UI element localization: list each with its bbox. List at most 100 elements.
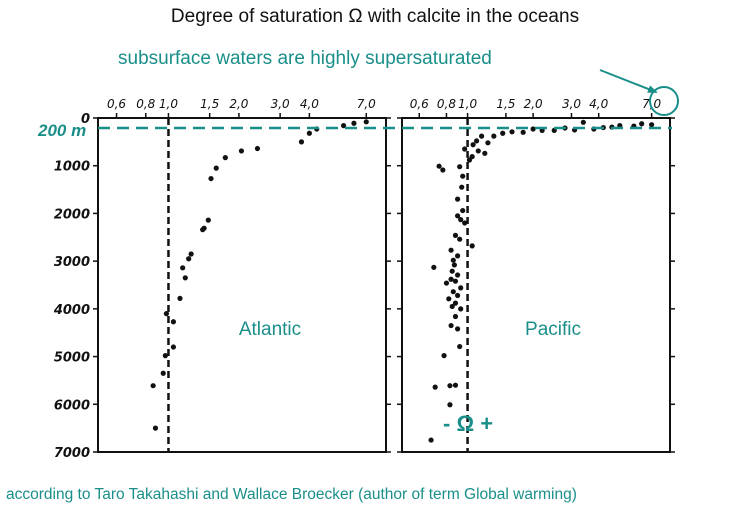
data-point [432,384,438,390]
data-point [500,130,506,136]
data-point [460,207,466,214]
y-tick-label: 7000 [54,446,90,461]
data-point [473,138,480,144]
footer-credit: according to Taro Takahashi and Wallace … [6,486,577,503]
data-point [457,236,463,242]
data-point [455,253,461,259]
data-point [431,264,437,270]
data-point [448,322,454,329]
x-tick-label: 1,0 [458,97,477,111]
data-point [479,133,485,139]
data-point [441,353,447,359]
data-point [457,343,463,350]
data-point [208,175,214,182]
x-tick-label: 0,6 [410,97,429,111]
panel-atlantic: 0,6 0,8 1,0 1,5 2,0 3,0 4,0 7,0 0 1000 2000 3000 400… [53,97,391,461]
data-point [449,303,455,310]
data-point [458,217,464,223]
data-point [459,184,465,190]
data-point [254,145,261,152]
data-point [649,122,655,128]
data-point [451,262,457,268]
panel-pacific: 0,6 0,8 1,0 1,5 2,0 3,0 4,0 7,0 Pacific [397,97,675,453]
omega-marker: - Ω + [443,411,493,436]
data-point [180,265,186,271]
panel-label: Pacific [525,319,581,340]
data-point [452,278,459,284]
data-point [446,296,452,302]
data-point [452,382,459,388]
data-point [470,142,476,148]
panel-label: Atlantic [239,319,301,340]
panel-frame [97,117,387,453]
y-tick-label: 1000 [54,160,90,175]
data-point [482,150,488,156]
data-point [436,163,442,169]
panel-frame [401,117,671,453]
data-point [170,319,177,325]
data-point [580,119,586,125]
callout-text: subsurface waters are highly supersatura… [118,48,492,69]
data-point [205,217,211,223]
callout-arrow [599,69,658,93]
x-tick-label: 0,8 [437,97,456,111]
x-tick-label: 3,0 [562,97,581,111]
data-point [340,123,347,129]
data-point [530,126,536,132]
chart-title: Degree of saturation Ω with calcite in t… [170,6,580,27]
data-point [200,227,206,233]
data-point [452,232,459,238]
data-point [222,155,228,161]
x-tick-label: 0,6 [107,97,126,111]
data-point [170,344,177,350]
data-point [450,289,456,295]
data-point [163,311,170,317]
data-point [475,148,481,154]
data-point [306,130,312,136]
x-tick-label: 1,5 [496,97,515,111]
data-point [177,295,183,301]
data-point [440,167,446,173]
data-point [462,146,468,152]
x-tick-label: 4,0 [589,97,608,111]
data-point [491,133,497,139]
data-point [186,256,192,262]
data-point [452,313,459,320]
data-point [469,243,475,249]
data-point [455,326,461,332]
data-point [460,173,466,179]
data-point [152,425,159,431]
x-tick-label: 4,0 [300,97,319,111]
data-point [457,164,463,170]
data-point [447,383,453,389]
data-point [188,251,194,257]
data-point [509,129,515,135]
data-point [443,280,450,286]
x-tick-label: 7,0 [357,97,376,111]
data-point [458,306,464,312]
data-point [447,402,453,408]
x-tick-label: 7,0 [642,97,661,111]
reference-line-label: 200 m [37,121,86,140]
data-point [448,276,454,282]
y-tick-label: 3000 [54,255,90,270]
data-point [455,196,461,202]
data-point [162,353,168,359]
data-point [455,213,461,219]
data-point [452,300,459,306]
data-point [213,165,219,171]
data-point [466,157,473,163]
x-tick-label: 0,8 [136,97,155,111]
data-point [485,140,491,146]
data-point [455,292,461,299]
data-point [450,257,456,263]
y-tick-label: 5000 [54,351,90,366]
data-point [351,120,357,126]
x-tick-label: 1,5 [200,97,219,111]
data-point [160,370,166,376]
x-tick-label: 1,0 [159,97,178,111]
data-point [458,285,464,291]
data-point [462,220,468,226]
highlight-circle [649,86,679,116]
